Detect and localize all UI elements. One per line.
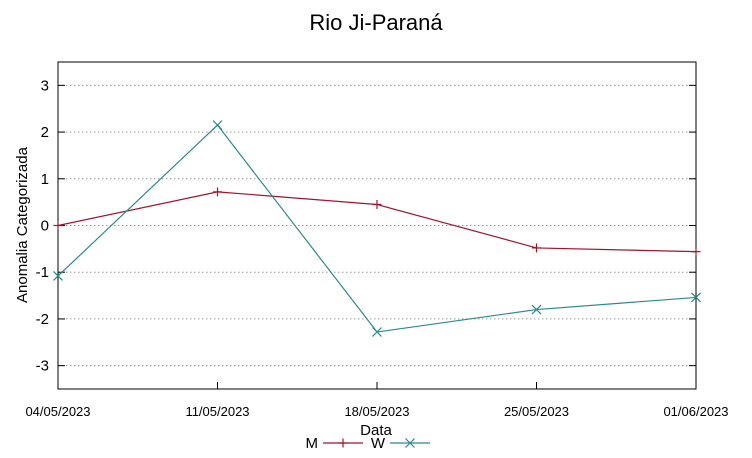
- series-line-W: [57, 124, 697, 333]
- legend-label-W: W: [371, 435, 386, 452]
- y-tick-label: 0: [41, 218, 49, 235]
- data-point-W: [531, 304, 542, 315]
- x-tick-label: 01/06/2023: [663, 404, 728, 419]
- data-point-W: [212, 120, 223, 130]
- x-tick-label: 11/05/2023: [185, 404, 249, 419]
- x-axis-ticks: 04/05/2023 11/05/2023 18/05/2023 25/05/2023…: [25, 382, 729, 419]
- data-point-M: [372, 199, 382, 209]
- series-lines: [53, 120, 701, 337]
- x-axis-label: Data: [360, 422, 392, 439]
- data-point-M: [53, 221, 63, 230]
- y-tick-label: 3: [41, 77, 49, 94]
- y-tick-label: -1: [36, 264, 49, 281]
- data-point-M: [691, 247, 701, 257]
- grid-lines: [58, 84, 696, 367]
- chart-title: Rio Ji-Paraná: [309, 10, 443, 35]
- data-point-W: [691, 292, 701, 303]
- y-tick-label: -3: [36, 358, 49, 375]
- legend-label-M: M: [306, 435, 319, 452]
- y-tick-label: -2: [36, 311, 49, 328]
- x-tick-label: 25/05/2023: [504, 404, 569, 419]
- y-axis-label: Anomalia Categorizada: [14, 146, 31, 303]
- legend-marker-W: [405, 438, 415, 448]
- plot-frame: [57, 61, 697, 390]
- data-point-M: [532, 243, 541, 253]
- data-point-W: [53, 271, 63, 281]
- y-tick-label: 2: [41, 124, 49, 141]
- x-tick-label: 18/05/2023: [344, 404, 409, 419]
- legend-marker-M: [338, 438, 348, 448]
- y-tick-label: 1: [41, 171, 49, 188]
- data-point-W: [372, 327, 382, 337]
- data-point-M: [213, 187, 222, 197]
- x-tick-label: 04/05/2023: [25, 404, 90, 419]
